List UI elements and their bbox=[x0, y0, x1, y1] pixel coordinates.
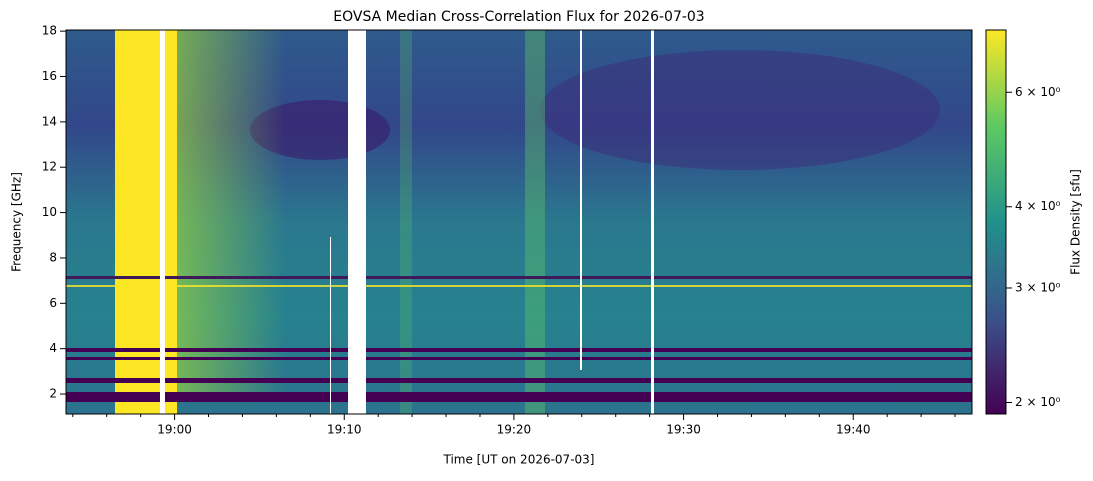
x-tick-label: 19:10 bbox=[327, 423, 362, 437]
x-tick-label: 19:20 bbox=[497, 423, 532, 437]
y-tick-label: 12 bbox=[42, 160, 57, 174]
colorbar-tick-label: 2 × 10⁰ bbox=[1015, 395, 1061, 409]
colorbar-tick-label: 3 × 10⁰ bbox=[1015, 280, 1061, 294]
y-axis-label: Frequency [GHz] bbox=[10, 172, 24, 272]
y-tick-label: 4 bbox=[49, 341, 57, 355]
x-tick-label: 19:00 bbox=[157, 423, 192, 437]
chart-title: EOVSA Median Cross-Correlation Flux for … bbox=[333, 9, 704, 25]
spectrogram bbox=[66, 30, 972, 414]
x-tick-label: 19:40 bbox=[836, 423, 871, 437]
plot-frame bbox=[65, 29, 973, 415]
colorbar-label: Flux Density [sfu] bbox=[1069, 169, 1083, 275]
y-tick-label: 18 bbox=[42, 24, 57, 38]
colorbar bbox=[985, 29, 1007, 415]
y-tick-label: 8 bbox=[49, 250, 57, 264]
y-tick-label: 6 bbox=[49, 296, 57, 310]
y-tick-label: 2 bbox=[49, 387, 57, 401]
x-tick-label: 19:30 bbox=[666, 423, 701, 437]
y-tick-label: 16 bbox=[42, 69, 57, 83]
y-tick-label: 14 bbox=[42, 114, 57, 128]
colorbar-tick-label: 4 × 10⁰ bbox=[1015, 199, 1061, 213]
colorbar-tick-label: 6 × 10⁰ bbox=[1015, 85, 1061, 99]
x-axis-label: Time [UT on 2026-07-03] bbox=[443, 453, 595, 467]
y-tick-label: 10 bbox=[42, 205, 57, 219]
